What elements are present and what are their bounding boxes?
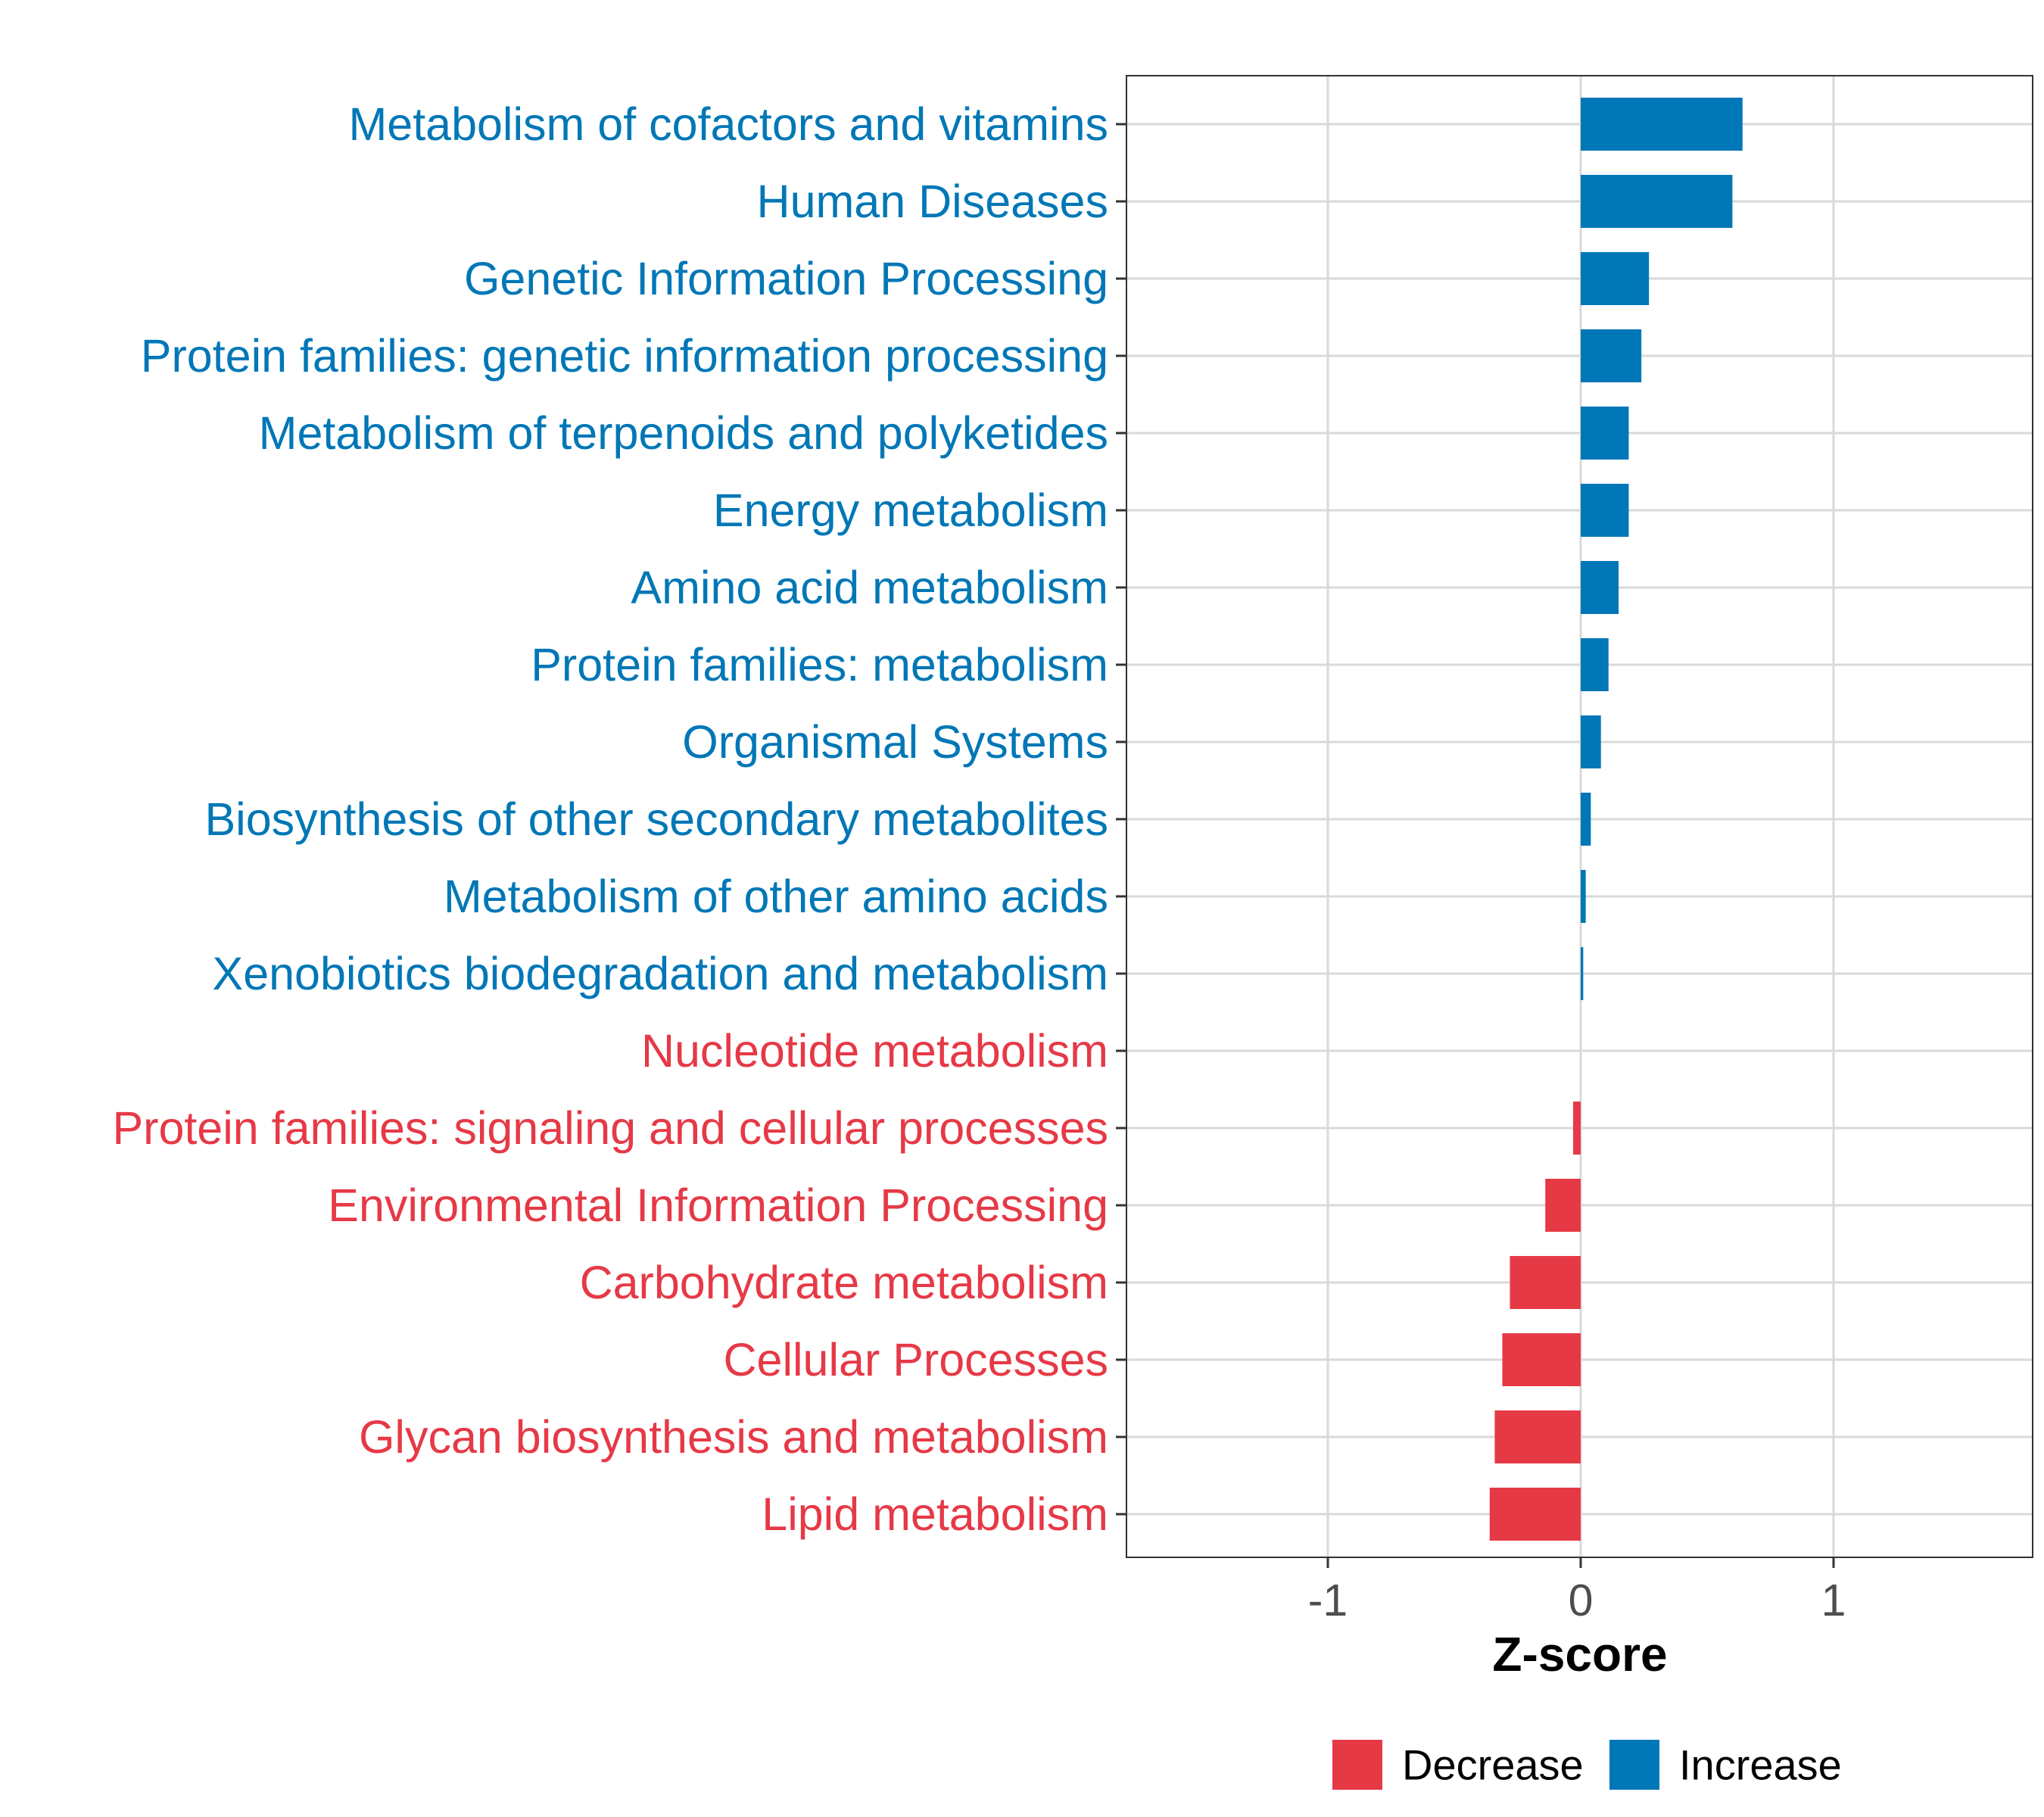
- bar: [1510, 1256, 1581, 1309]
- category-labels: Metabolism of cofactors and vitamins Huma…: [112, 98, 1108, 1540]
- x-tick-label: 1: [1821, 1575, 1846, 1625]
- category-label: Protein families: metabolism: [531, 639, 1108, 690]
- bar: [1545, 1179, 1581, 1232]
- category-label: Protein families: genetic information pr…: [141, 330, 1108, 382]
- legend-label: Increase: [1679, 1741, 1842, 1789]
- bar: [1581, 793, 1591, 846]
- category-label: Biosynthesis of other secondary metaboli…: [204, 793, 1108, 845]
- category-label: Cellular Processes: [723, 1334, 1108, 1385]
- category-label: Metabolism of cofactors and vitamins: [348, 98, 1108, 150]
- category-label: Organismal Systems: [682, 716, 1108, 768]
- category-label: Metabolism of terpenoids and polyketides: [259, 407, 1108, 459]
- bar: [1581, 407, 1629, 460]
- x-axis-title: Z-score: [1492, 1627, 1667, 1681]
- bar: [1581, 561, 1619, 614]
- category-label: Nucleotide metabolism: [641, 1025, 1108, 1077]
- legend-swatch: [1609, 1740, 1659, 1790]
- x-axis-ticks: -1 0 1: [1308, 1557, 1846, 1625]
- category-label: Carbohydrate metabolism: [580, 1257, 1108, 1308]
- category-label: Genetic Information Processing: [464, 253, 1108, 304]
- category-label: Glycan biosynthesis and metabolism: [359, 1411, 1108, 1463]
- bar: [1581, 329, 1642, 382]
- x-tick-label: -1: [1308, 1575, 1348, 1625]
- bars: [1489, 98, 1743, 1541]
- category-label: Amino acid metabolism: [631, 562, 1108, 613]
- legend-swatch: [1332, 1740, 1382, 1790]
- x-tick-label: 0: [1569, 1575, 1594, 1625]
- bar: [1494, 1410, 1581, 1463]
- category-label: Xenobiotics biodegradation and metabolis…: [213, 948, 1108, 999]
- bar: [1581, 175, 1733, 228]
- category-label: Protein families: signaling and cellular…: [112, 1102, 1108, 1154]
- bar: [1581, 252, 1650, 305]
- bar: [1572, 1102, 1581, 1155]
- legend: Decrease Increase: [1332, 1740, 1842, 1790]
- category-label: Metabolism of other amino acids: [444, 871, 1108, 922]
- bar: [1581, 638, 1609, 691]
- category-label: Human Diseases: [757, 176, 1108, 227]
- legend-label: Decrease: [1402, 1741, 1584, 1789]
- category-label: Energy metabolism: [713, 485, 1108, 536]
- category-label: Environmental Information Processing: [328, 1180, 1108, 1231]
- bar: [1502, 1333, 1581, 1386]
- y-axis-ticks: [1116, 123, 1126, 1516]
- bar: [1581, 715, 1601, 768]
- category-label: Lipid metabolism: [762, 1488, 1108, 1540]
- bar: [1581, 870, 1586, 923]
- bar: [1489, 1488, 1581, 1541]
- bar: [1581, 947, 1584, 1000]
- bar: [1581, 98, 1743, 151]
- bar: [1581, 484, 1629, 537]
